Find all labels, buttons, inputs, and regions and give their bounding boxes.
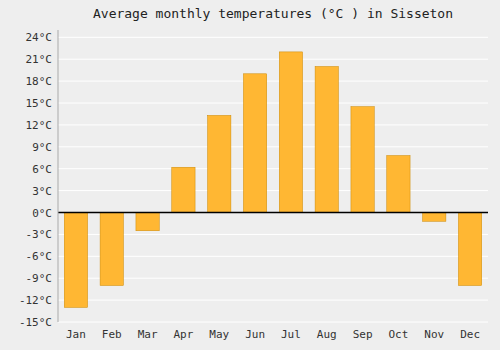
x-tick-label: Sep — [353, 328, 373, 341]
grid-line — [58, 146, 488, 147]
zero-line — [58, 212, 488, 214]
bar — [100, 213, 123, 286]
grid-line — [58, 322, 488, 323]
bar — [64, 213, 87, 308]
bar — [172, 167, 195, 212]
x-tick-label: Dec — [460, 328, 480, 341]
bar — [315, 67, 338, 213]
bar — [279, 52, 302, 213]
grid-line — [58, 168, 488, 169]
y-tick-label: -3°C — [26, 228, 53, 241]
y-tick-label: 12°C — [26, 119, 53, 132]
y-tick-label: 6°C — [32, 163, 52, 176]
y-axis-line — [58, 30, 59, 322]
bars — [64, 52, 481, 308]
bar — [387, 156, 410, 213]
grid — [58, 37, 488, 322]
y-tick-label: 0°C — [32, 207, 52, 220]
y-tick-label: 3°C — [32, 185, 52, 198]
y-tick-label: 24°C — [26, 31, 53, 44]
bar — [136, 213, 159, 231]
y-tick-label: 21°C — [26, 53, 53, 66]
x-tick-label: Jan — [66, 328, 86, 341]
grid-line — [58, 190, 488, 191]
grid-line — [58, 103, 488, 104]
bar — [351, 107, 374, 213]
y-tick-label: -6°C — [26, 250, 53, 263]
chart: Average monthly temperatures (°C ) in Si… — [0, 0, 500, 350]
bar — [458, 213, 481, 286]
x-tick-label: Apr — [173, 328, 193, 341]
y-tick-label: 15°C — [26, 97, 53, 110]
grid-line — [58, 124, 488, 125]
grid-line — [58, 81, 488, 82]
y-tick-label: 18°C — [26, 75, 53, 88]
x-tick-label: Feb — [102, 328, 122, 341]
bar — [423, 213, 446, 222]
x-tick-label: Aug — [317, 328, 337, 341]
y-tick-label: -12°C — [19, 294, 52, 307]
grid-line — [58, 37, 488, 38]
x-tick-label: Jun — [245, 328, 265, 341]
x-tick-label: Nov — [424, 328, 444, 341]
x-tick-label: Mar — [138, 328, 158, 341]
x-tick-label: Jul — [281, 328, 301, 341]
bar — [208, 115, 231, 212]
y-tick-label: -9°C — [26, 272, 53, 285]
title: Average monthly temperatures (°C ) in Si… — [93, 6, 453, 21]
y-tick-label: -15°C — [19, 316, 52, 329]
y-tick-label: 9°C — [32, 141, 52, 154]
grid-line — [58, 300, 488, 301]
grid-line — [58, 59, 488, 60]
x-tick-label: Oct — [388, 328, 408, 341]
x-tick-label: May — [209, 328, 229, 341]
grid-line — [58, 212, 488, 213]
bar — [243, 74, 266, 213]
